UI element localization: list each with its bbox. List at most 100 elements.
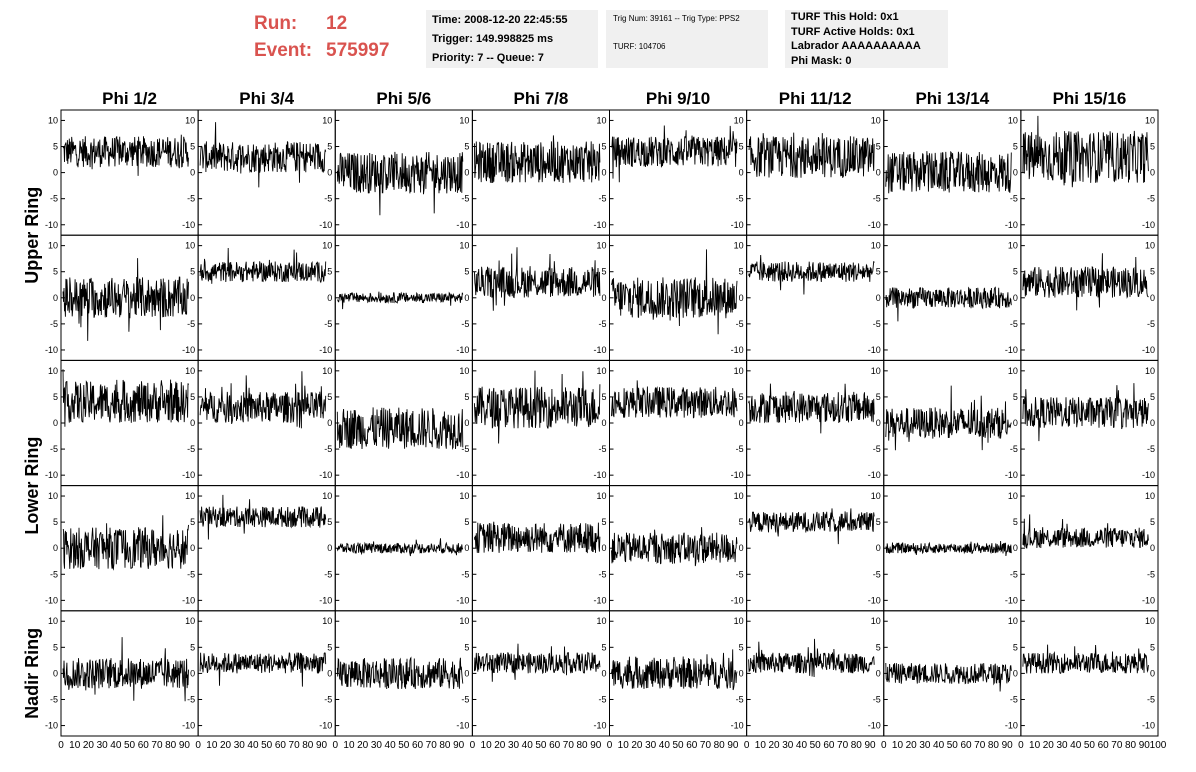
x-tick-label: 10 [343, 740, 355, 751]
y-tick-label: -10 [456, 220, 469, 230]
x-tick-label: 60 [823, 740, 835, 751]
y-tick-label: -10 [593, 595, 606, 605]
y-tick-label: 5 [1013, 267, 1018, 277]
x-tick-label: 20 [906, 740, 918, 751]
waveform-trace [199, 494, 327, 540]
y-tick-label: -10 [182, 345, 195, 355]
y-tick-label: -10 [1142, 345, 1155, 355]
y-tick-label: -5 [324, 444, 332, 454]
waveform-trace [1022, 115, 1149, 188]
y-tick-label: 0 [1150, 168, 1155, 178]
y-tick-label: 5 [190, 642, 195, 652]
y-tick-label: 10 [459, 115, 469, 125]
x-tick-label: 40 [110, 740, 122, 751]
x-tick-label: 40 [796, 740, 808, 751]
y-tick-label: 10 [48, 115, 58, 125]
y-tick-label: 0 [739, 668, 744, 678]
x-tick-label: 80 [439, 740, 451, 751]
x-tick-label: 70 [1111, 740, 1123, 751]
x-tick-label: 90 [727, 740, 739, 751]
y-tick-label: 0 [601, 418, 606, 428]
trig-text: Trig Num: 39161 -- Trig Type: PPS2 [613, 14, 740, 23]
y-tick-label: 5 [601, 642, 606, 652]
y-tick-label: 10 [596, 491, 606, 501]
y-tick-label: -10 [182, 595, 195, 605]
x-tick-label: 80 [302, 740, 314, 751]
x-tick-label: 0 [195, 740, 201, 751]
y-tick-label: 5 [1150, 267, 1155, 277]
y-tick-label: 10 [1145, 491, 1155, 501]
event-label: Event: [254, 40, 313, 61]
y-tick-label: -10 [45, 595, 58, 605]
y-tick-label: 10 [322, 115, 332, 125]
y-tick-label: 10 [48, 616, 58, 626]
waveform-trace [199, 122, 327, 188]
y-tick-label: -5 [461, 569, 469, 579]
y-tick-label: 10 [322, 616, 332, 626]
y-tick-label: 0 [190, 668, 195, 678]
y-tick-label: 0 [327, 418, 332, 428]
y-tick-label: 5 [53, 392, 58, 402]
y-tick-label: 10 [1145, 616, 1155, 626]
panel-frame [334, 485, 473, 612]
x-tick-label: 10 [755, 740, 767, 751]
y-tick-label: 10 [48, 366, 58, 376]
y-tick-label: -10 [593, 220, 606, 230]
y-tick-label: -10 [1142, 721, 1155, 731]
event-value: 575997 [326, 40, 390, 61]
y-tick-label: 10 [185, 241, 195, 251]
y-tick-label: -10 [45, 220, 58, 230]
y-tick-label: 5 [876, 392, 881, 402]
waveform-trace [336, 656, 464, 690]
waveform-trace [62, 637, 189, 702]
y-tick-label: 0 [876, 668, 881, 678]
y-tick-label: 5 [53, 517, 58, 527]
waveform-trace [62, 369, 189, 427]
y-tick-label: 5 [464, 267, 469, 277]
x-tick-label: 20 [768, 740, 780, 751]
y-tick-label: 5 [1013, 142, 1018, 152]
y-tick-label: 5 [1150, 642, 1155, 652]
y-tick-label: -5 [324, 569, 332, 579]
y-tick-label: -10 [731, 220, 744, 230]
x-tick-label: 30 [919, 740, 931, 751]
waveform-trace [62, 515, 189, 571]
y-tick-label: 0 [464, 543, 469, 553]
y-tick-label: 0 [739, 168, 744, 178]
y-tick-label: 0 [1150, 668, 1155, 678]
y-tick-label: -5 [1147, 694, 1155, 704]
row-group-label: Lower Ring [22, 437, 42, 535]
waveform-trace [473, 521, 601, 554]
x-tick-label: 30 [508, 740, 520, 751]
y-tick-label: -5 [736, 194, 744, 204]
y-tick-label: -10 [1005, 470, 1018, 480]
run-label: Run: [254, 13, 298, 34]
y-tick-label: 0 [601, 543, 606, 553]
y-tick-label: -5 [1010, 444, 1018, 454]
y-tick-label: 5 [464, 392, 469, 402]
panel-frame [746, 485, 885, 612]
panel-frame [1020, 610, 1159, 737]
x-tick-label: 70 [289, 740, 301, 751]
y-tick-label: -10 [593, 470, 606, 480]
x-tick-label: 10 [618, 740, 630, 751]
x-tick-label: 90 [1002, 740, 1014, 751]
y-tick-label: -5 [598, 694, 606, 704]
y-tick-label: 10 [322, 366, 332, 376]
y-tick-label: 10 [185, 616, 195, 626]
x-tick-label: 40 [933, 740, 945, 751]
y-tick-label: -10 [182, 220, 195, 230]
turf-info-box: TURF This Hold: 0x1 TURF Active Holds: 0… [785, 10, 948, 68]
y-tick-label: -10 [868, 220, 881, 230]
run-event-block: Run: 12 Event: 575997 [254, 10, 389, 64]
x-tick-label: 10 [892, 740, 904, 751]
y-tick-label: 10 [734, 616, 744, 626]
time-text: Time: 2008-12-20 22:45:55 [432, 14, 568, 26]
y-tick-label: -10 [593, 721, 606, 731]
y-tick-label: -10 [45, 470, 58, 480]
y-tick-label: -10 [319, 470, 332, 480]
waveform-trace [1022, 514, 1149, 549]
y-tick-label: 0 [1013, 418, 1018, 428]
y-tick-label: 5 [876, 267, 881, 277]
